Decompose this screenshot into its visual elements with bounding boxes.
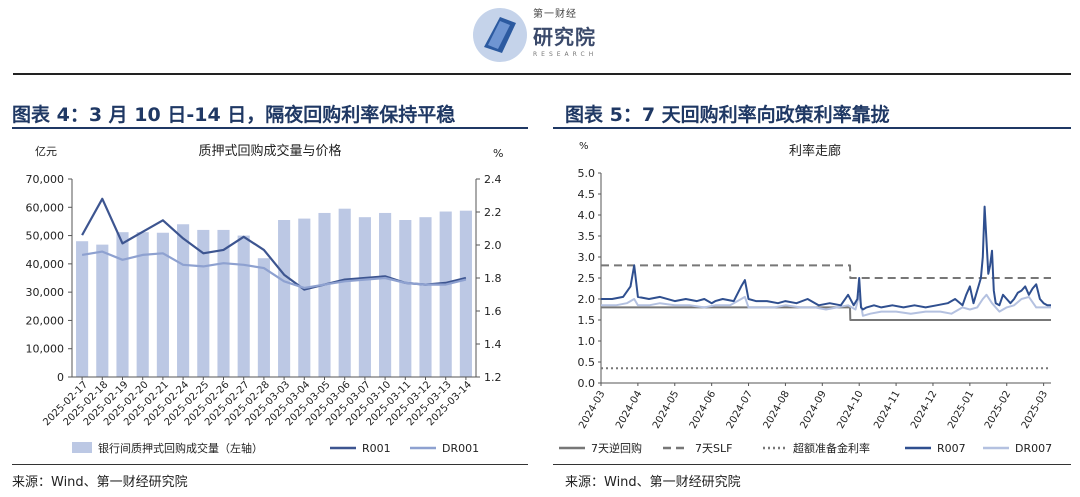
- line-7天逆回购: [601, 306, 1051, 321]
- line-7天SLF: [601, 264, 1051, 279]
- legend-label-DR007: DR007: [1015, 442, 1052, 455]
- right-tick-label: 1.6: [484, 305, 502, 318]
- volume-bar: [278, 220, 291, 377]
- header-rule: [13, 73, 1071, 75]
- volume-bar: [76, 241, 89, 377]
- x-tick-label: 2025-03: [1020, 389, 1050, 431]
- left-tick-label: 70,000: [26, 173, 65, 186]
- legend-label-r001: R001: [362, 442, 391, 455]
- brand-text: 第一财经 研究院 RESEARCH: [533, 5, 613, 58]
- y-tick-label: 1.5: [578, 314, 596, 327]
- left-tick-label: 0: [57, 371, 64, 384]
- left-source-rule: [12, 464, 528, 465]
- right-tick-label: 1.2: [484, 371, 502, 384]
- logo-sail-highlight: [488, 21, 510, 49]
- legend-label-7天逆回购: 7天逆回购: [591, 441, 642, 455]
- brand-line3: RESEARCH: [533, 51, 598, 58]
- left-tick-label: 50,000: [26, 230, 65, 243]
- left-ylabel: 亿元: [35, 145, 57, 158]
- right-tick-label: 1.4: [484, 338, 502, 351]
- y-tick-label: 2.5: [578, 272, 596, 285]
- volume-bar: [419, 217, 432, 377]
- right-title-rule: [553, 127, 1071, 129]
- y-tick-label: 5.0: [578, 167, 596, 180]
- right-source: 来源：Wind、第一财经研究院: [565, 475, 741, 490]
- volume-bar: [379, 212, 392, 377]
- y-tick-label: 4.0: [578, 209, 596, 222]
- left-tick-label: 40,000: [26, 258, 65, 271]
- x-tick-label: 2024-12: [909, 389, 939, 431]
- legend-label-R007: R007: [937, 442, 966, 455]
- left-chart-title: 质押式回购成交量与价格: [198, 143, 341, 159]
- right-ylabel: %: [493, 147, 503, 160]
- right-tick-label: 2.2: [484, 206, 502, 219]
- line-R007: [601, 205, 1051, 311]
- right-tick-label: 1.8: [484, 272, 502, 285]
- x-tick-label: 2025-01: [946, 389, 976, 431]
- x-tick-label: 2024-06: [688, 389, 718, 431]
- left-figure-title: 图表 4：3 月 10 日-14 日，隔夜回购利率保持平稳: [12, 104, 456, 126]
- right-chart-ylabel: %: [579, 141, 589, 152]
- x-tick-label: 2024-07: [725, 389, 755, 431]
- volume-bar: [298, 218, 311, 377]
- x-tick-label: 2025-02: [983, 389, 1013, 431]
- volume-bar: [177, 224, 190, 377]
- x-tick-label: 2024-09: [798, 389, 828, 431]
- volume-bar: [439, 211, 452, 377]
- x-tick-label: 2024-04: [614, 389, 644, 431]
- left-chart: 质押式回购成交量与价格 亿元 % 0 10,000 20,000 30,000 40,0…: [26, 143, 504, 455]
- y-tick-label: 0.5: [578, 356, 596, 369]
- brand-logo: [473, 8, 527, 62]
- volume-bar: [459, 210, 472, 377]
- right-tick-label: 2.0: [484, 239, 502, 252]
- volume-bar: [358, 217, 371, 377]
- left-tick-label: 20,000: [26, 314, 65, 327]
- right-chart-title: 利率走廊: [789, 143, 841, 159]
- x-tick-label: 2024-10: [835, 389, 865, 431]
- y-tick-label: 1.0: [578, 335, 596, 348]
- legend-label-dr001: DR001: [442, 442, 479, 455]
- y-tick-label: 3.0: [578, 251, 596, 264]
- volume-bar: [318, 212, 331, 377]
- right-tick-label: 2.4: [484, 173, 502, 186]
- legend-label-volume: 银行间质押式回购成交量（左轴）: [98, 441, 263, 455]
- left-title-rule: [12, 127, 528, 129]
- line-DR007: [601, 293, 1051, 317]
- left-tick-label: 10,000: [26, 343, 65, 356]
- left-tick-label: 60,000: [26, 201, 65, 214]
- volume-bar: [217, 229, 230, 377]
- left-source: 来源：Wind、第一财经研究院: [12, 475, 188, 490]
- y-tick-label: 0.0: [578, 377, 596, 390]
- volume-bar: [257, 258, 270, 377]
- right-chart: 利率走廊 % 0.0 0.5 1.0 1.5 2.0 2.5 3.0 3.5 4.0 4.5 5.0…: [559, 141, 1052, 455]
- volume-bar: [156, 232, 169, 377]
- brand-line2: 研究院: [533, 25, 596, 49]
- x-tick-label: 2024-03: [577, 389, 607, 431]
- volume-bar: [338, 208, 351, 377]
- volume-bar: [136, 232, 149, 377]
- x-tick-label: 2024-08: [762, 389, 792, 431]
- brand-line1: 第一财经: [533, 9, 577, 20]
- legend-swatch-volume: [72, 442, 92, 453]
- volume-bar: [96, 244, 109, 377]
- right-figure-title: 图表 5：7 天回购利率向政策利率靠拢: [565, 104, 890, 126]
- line-dr001: [81, 250, 467, 289]
- right-source-rule: [553, 464, 1071, 465]
- legend-label-超额准备金利率: 超额准备金利率: [793, 441, 870, 455]
- y-tick-label: 2.0: [578, 293, 596, 306]
- volume-bar: [116, 232, 129, 377]
- volume-bar: [399, 220, 412, 377]
- x-tick-label: 2024-11: [872, 389, 902, 431]
- left-tick-label: 30,000: [26, 286, 65, 299]
- y-tick-label: 4.5: [578, 188, 596, 201]
- volume-bar: [237, 235, 250, 377]
- legend-label-7天SLF: 7天SLF: [695, 442, 732, 455]
- y-tick-label: 3.5: [578, 230, 596, 243]
- x-tick-label: 2024-05: [651, 389, 681, 431]
